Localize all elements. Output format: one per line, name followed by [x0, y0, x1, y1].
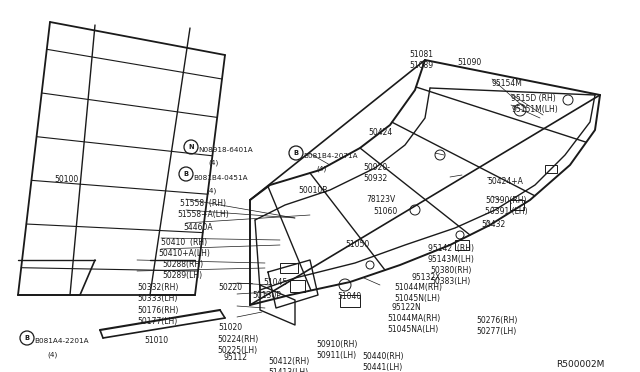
Text: 50277(LH): 50277(LH): [476, 327, 516, 336]
Text: 51089: 51089: [409, 61, 433, 70]
Text: B: B: [184, 171, 189, 177]
Text: 50911(LH): 50911(LH): [316, 351, 356, 360]
Text: 95122N: 95122N: [392, 303, 422, 312]
Text: 51081: 51081: [409, 50, 433, 59]
Text: 50920-: 50920-: [363, 163, 390, 172]
Bar: [545, 165, 557, 173]
Text: 50432: 50432: [481, 220, 505, 229]
Text: N08918-6401A: N08918-6401A: [198, 147, 253, 153]
Text: 50333(LH): 50333(LH): [137, 294, 177, 303]
Text: 50390(RH): 50390(RH): [485, 196, 527, 205]
Text: 50130P: 50130P: [252, 291, 281, 300]
Text: 50224(RH): 50224(RH): [217, 335, 259, 344]
Text: N: N: [188, 144, 194, 150]
Text: 51090: 51090: [457, 58, 481, 67]
Bar: [280, 263, 298, 273]
Text: 9515D (RH): 9515D (RH): [511, 94, 556, 103]
Text: 50380(RH): 50380(RH): [430, 266, 472, 275]
Text: 50424: 50424: [368, 128, 392, 137]
Text: 51558+A(LH): 51558+A(LH): [177, 210, 228, 219]
Text: 50010B: 50010B: [298, 186, 328, 195]
Text: 51044MA(RH): 51044MA(RH): [387, 314, 440, 323]
Text: 50100: 50100: [54, 175, 78, 184]
Text: 50220: 50220: [218, 283, 242, 292]
Text: 51045N(LH): 51045N(LH): [394, 294, 440, 303]
Text: 50276(RH): 50276(RH): [476, 316, 517, 325]
Text: (4): (4): [316, 166, 326, 173]
Text: 51040: 51040: [337, 292, 361, 301]
Bar: [510, 200, 524, 210]
Text: 50441(LH): 50441(LH): [362, 363, 403, 372]
Text: 50332(RH): 50332(RH): [137, 283, 179, 292]
Text: 95154M: 95154M: [492, 79, 523, 88]
Bar: [340, 295, 360, 307]
Text: 51050: 51050: [345, 240, 369, 249]
Text: 51558  (RH): 51558 (RH): [180, 199, 226, 208]
Text: 50440(RH): 50440(RH): [362, 352, 403, 361]
Bar: [455, 240, 469, 250]
Text: (4): (4): [206, 188, 216, 195]
Text: 50289(LH): 50289(LH): [162, 271, 202, 280]
Text: 95151M(LH): 95151M(LH): [511, 105, 557, 114]
Text: 54460A: 54460A: [183, 223, 212, 232]
Text: 78123V: 78123V: [366, 195, 396, 204]
Text: 50391 (LH): 50391 (LH): [485, 207, 527, 216]
Text: 95112: 95112: [224, 353, 248, 362]
Text: B: B: [24, 335, 29, 341]
Text: 51045NA(LH): 51045NA(LH): [387, 325, 438, 334]
Text: B081A4-2201A: B081A4-2201A: [34, 338, 88, 344]
Bar: [290, 280, 305, 292]
Text: 50932: 50932: [363, 174, 387, 183]
Text: 50410  (RH): 50410 (RH): [161, 238, 207, 247]
Text: 95143M(LH): 95143M(LH): [428, 255, 475, 264]
Text: B081B4-2071A: B081B4-2071A: [303, 153, 358, 159]
Text: 95132X: 95132X: [411, 273, 440, 282]
Text: 50177(LH): 50177(LH): [137, 317, 177, 326]
Text: 51010: 51010: [144, 336, 168, 345]
Text: 50176(RH): 50176(RH): [137, 306, 179, 315]
Text: 50383(LH): 50383(LH): [430, 277, 470, 286]
Text: (4): (4): [208, 160, 218, 167]
Text: 51060: 51060: [373, 207, 397, 216]
Text: 50288(RH): 50288(RH): [162, 260, 203, 269]
Text: (4): (4): [47, 351, 57, 357]
Text: 50412(RH): 50412(RH): [268, 357, 309, 366]
Text: 50225(LH): 50225(LH): [217, 346, 257, 355]
Text: B: B: [294, 150, 298, 156]
Text: 50910(RH): 50910(RH): [316, 340, 357, 349]
Text: 51020: 51020: [218, 323, 242, 332]
Text: 50424+A: 50424+A: [487, 177, 523, 186]
Text: R500002M: R500002M: [556, 360, 604, 369]
Text: 95142  (RH): 95142 (RH): [428, 244, 474, 253]
Text: 51413(LH): 51413(LH): [268, 368, 308, 372]
Text: 51045: 51045: [263, 278, 287, 287]
Text: 50410+A(LH): 50410+A(LH): [158, 249, 210, 258]
Text: 51044M(RH): 51044M(RH): [394, 283, 442, 292]
Text: B081B4-0451A: B081B4-0451A: [193, 175, 248, 181]
